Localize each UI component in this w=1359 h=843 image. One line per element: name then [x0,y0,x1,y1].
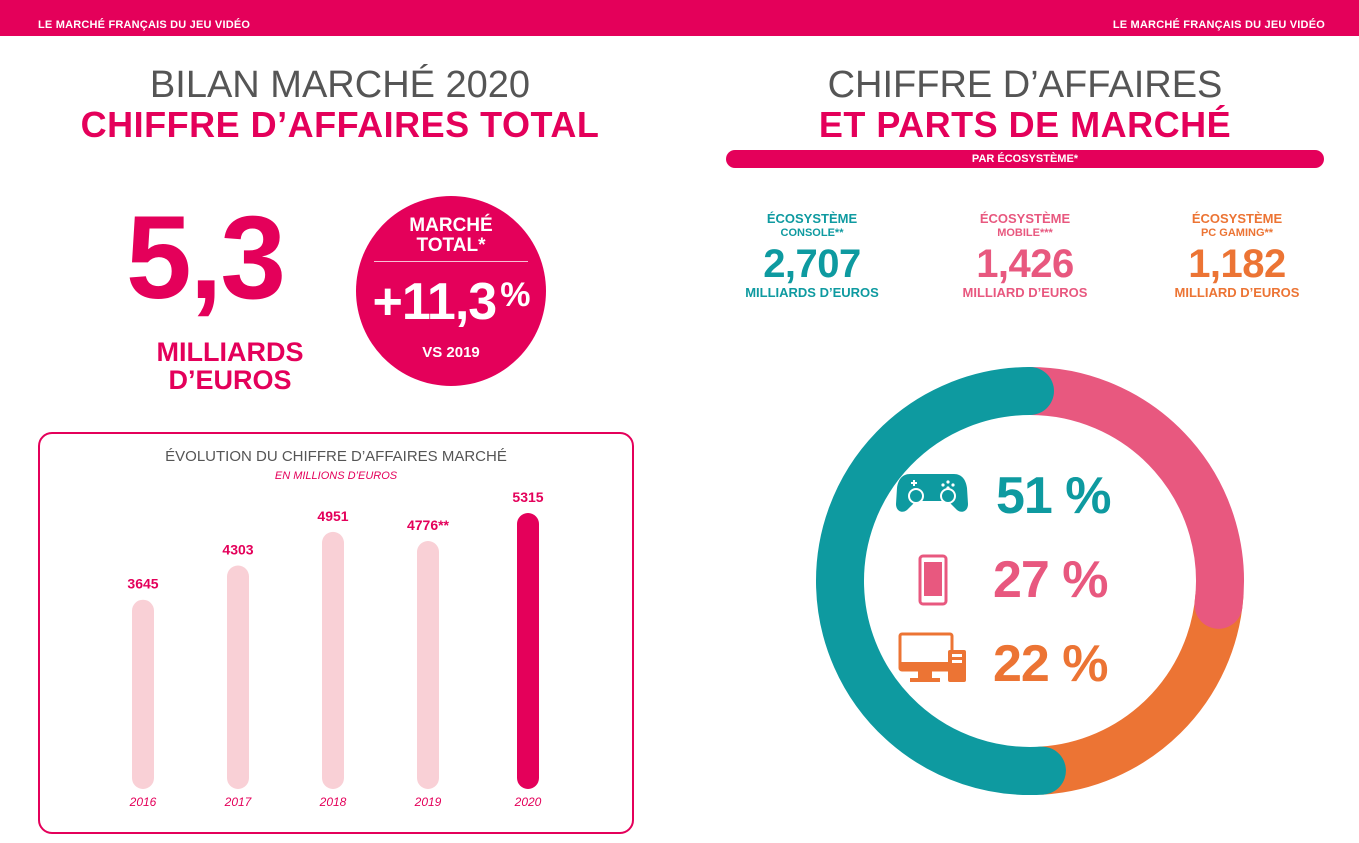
left-title-line1: BILAN MARCHÉ 2020 [149,64,531,106]
ecosystem-mobile-unit: MILLIARD D’EUROS [962,285,1088,300]
bar-category-label-2020: 2020 [514,795,542,809]
ecosystem-console-value: 2,707 [763,242,861,286]
computer-icon [898,632,966,682]
bar-value-label-2017: 4303 [222,542,253,558]
bar-chart-title: ÉVOLUTION DU CHIFFRE D’AFFAIRES MARCHÉ [165,448,507,465]
bar-chart-subtitle: EN MILLIONS D’EUROS [274,470,398,482]
ecosystem-console-unit: MILLIARDS D’EUROS [745,285,879,300]
bar-chart-frame [38,432,634,834]
ecosystem-pill: PAR ÉCOSYSTÈME* [726,150,1324,168]
right-title-line1: CHIFFRE D’AFFAIRES [827,64,1223,106]
share-console: 51 % [996,467,1112,525]
bar-2018 [322,531,344,789]
bar-value-label-2016: 3645 [127,576,158,592]
bar-value-label-2020: 5315 [512,489,543,505]
left-title-line2: CHIFFRE D’AFFAIRES TOTAL [80,104,600,145]
ecosystem-console: ÉCOSYSTÈME CONSOLE** 2,707 MILLIARDS D’E… [712,211,912,301]
growth-vs-label: VS 2019 [422,344,480,361]
donut-segment-pc [1017,571,1244,795]
bar-value-label-2018: 4951 [317,508,348,524]
growth-value: +11,3% [356,272,546,332]
growth-circle-divider [374,261,528,262]
total-revenue-unit: MILLIARDS D’EUROS [120,338,340,394]
bar-2017 [227,565,249,789]
donut-segment-console [816,367,1066,795]
share-mobile: 27 % [993,551,1109,609]
bar-category-label-2019: 2019 [414,795,442,809]
bar-2019 [417,540,439,789]
growth-circle-line1: MARCHÉ [409,215,493,236]
growth-value-number: +11,3 [372,273,498,331]
ecosystem-pc-unit: MILLIARD D’EUROS [1174,285,1300,300]
ecosystem-console-label1: ÉCOSYSTÈME [766,211,858,226]
bar-category-label-2018: 2018 [319,795,347,809]
right-title-line2: ET PARTS DE MARCHÉ [818,104,1232,145]
header-right-title: LE MARCHÉ FRANÇAIS DU JEU VIDÉO [1112,19,1325,31]
total-revenue-value: 5,3 [126,192,286,324]
total-revenue-unit-line1: MILLIARDS [156,337,304,367]
bar-category-label-2017: 2017 [224,795,253,809]
bar-2016 [132,599,154,789]
growth-circle: MARCHÉ TOTAL* +11,3% VS 2019 [356,196,546,386]
ecosystem-mobile-value: 1,426 [976,242,1074,286]
total-revenue-unit-line2: D’EUROS [168,365,292,395]
growth-circle-line2: TOTAL* [416,235,486,256]
ecosystem-pc-label1: ÉCOSYSTÈME [1191,211,1283,226]
header-left-title: LE MARCHÉ FRANÇAIS DU JEU VIDÉO [38,19,251,31]
top-banner: LE MARCHÉ FRANÇAIS DU JEU VIDÉO LE MARCH… [0,0,1359,36]
bar-2020 [517,513,539,789]
gamepad-icon [896,474,968,512]
bar-value-label-2019: 4776** [407,517,450,533]
ecosystem-mobile-label1: ÉCOSYSTÈME [979,211,1071,226]
ecosystem-console-label2: CONSOLE** [780,227,844,239]
ecosystem-pc-value: 1,182 [1188,242,1286,286]
growth-value-percent: % [500,276,530,314]
ecosystem-pc-label2: PC GAMING** [1200,227,1274,239]
donut-segment-mobile [1006,367,1244,629]
smartphone-icon [918,554,948,606]
share-pc: 22 % [993,635,1109,693]
ecosystem-mobile: ÉCOSYSTÈME MOBILE*** 1,426 MILLIARD D’EU… [925,211,1125,301]
bar-category-label-2016: 2016 [129,795,157,809]
ecosystem-mobile-label2: MOBILE*** [997,227,1053,239]
ecosystem-pc: ÉCOSYSTÈME PC GAMING** 1,182 MILLIARD D’… [1137,211,1337,301]
